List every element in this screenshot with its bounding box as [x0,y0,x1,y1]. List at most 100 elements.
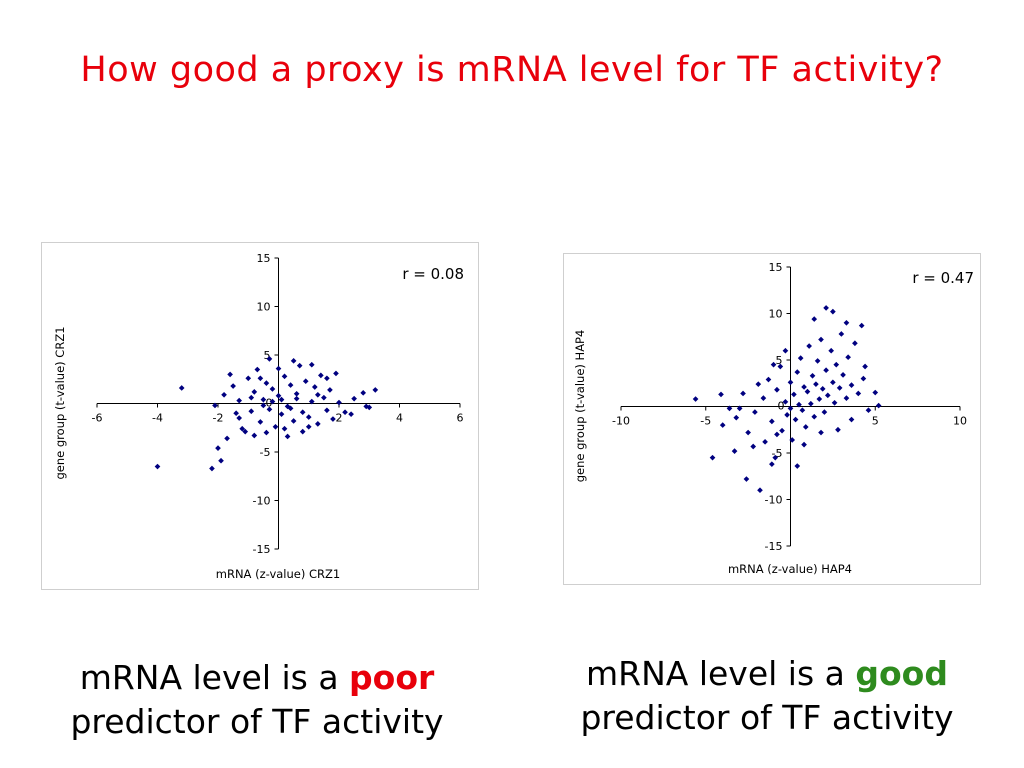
data-point [263,380,270,386]
data-point [843,319,850,326]
data-point [726,405,733,412]
origin-label: 0 [266,397,273,410]
data-point [342,409,348,416]
data-point [787,405,794,412]
data-point [242,428,249,435]
x-tick-label: 10 [953,415,967,428]
data-points [692,305,882,494]
data-point [858,322,865,329]
data-point [308,398,315,405]
data-point [260,402,267,409]
caption-good: mRNA level is a good predictor of TF act… [522,652,1012,740]
caption-good-keyword: good [855,654,948,693]
data-point [789,437,796,443]
x-tick-label: 2 [336,412,343,425]
data-point [740,390,746,397]
data-point [875,402,882,409]
data-point [731,448,738,454]
data-point [284,433,291,440]
data-point [233,410,239,417]
data-point [360,390,367,396]
correlation-annotation: r = 0.08 [402,265,464,283]
data-point [248,394,255,401]
y-tick-label: 5 [776,354,783,367]
data-point [227,371,233,378]
data-point [840,372,846,378]
y-tick-label: -5 [260,446,271,459]
x-axis-title: mRNA (z-value) CRZ1 [216,567,340,581]
data-point [239,425,246,432]
scatter-chart-crz1: -6 -4 -2 2 4 6 15 10 5 -5 -10 -15 0 mRNA (z-value) CR… [53,252,464,581]
data-point [784,412,790,418]
data-point [818,336,824,343]
data-point [269,398,276,405]
data-point [802,424,809,430]
chart-panel-hap4: -10 -5 5 10 15 10 5 -5 -10 -15 0 mRNA (z-value) HAP… [563,253,981,585]
caption-poor-prefix: mRNA level is a [79,658,350,697]
data-point [293,390,300,397]
data-point [275,392,282,399]
data-point [336,399,342,406]
chart-panel-crz1: -6 -4 -2 2 4 6 15 10 5 -5 -10 -15 0 mRNA (z-value) CR… [41,242,479,590]
y-tick-label: -15 [253,543,271,556]
data-point [248,408,255,415]
data-point [321,394,327,401]
data-point [811,413,818,420]
data-point [372,387,379,393]
data-point [281,373,288,380]
data-point [281,425,288,432]
data-point [212,402,218,409]
data-point [862,363,868,370]
data-point [772,454,779,461]
data-point [719,422,726,428]
caption-poor: mRNA level is a poor predictor of TF act… [12,656,502,744]
data-point [779,427,785,434]
data-point [236,397,243,404]
data-point [348,411,354,417]
data-point [806,343,812,349]
data-point [824,392,831,399]
data-point [299,409,306,416]
y-axis-title: gene group (t-value) CRZ1 [53,326,67,479]
y-tick-label: 15 [769,261,783,274]
data-point [757,487,763,494]
data-point [290,418,297,424]
data-point [263,429,270,436]
data-point [278,396,285,403]
data-point [830,379,836,386]
data-point [755,381,762,388]
data-point [275,365,282,372]
data-point [865,407,872,414]
data-point [808,400,814,407]
y-tick-label: -10 [253,495,271,508]
x-tick-label: 6 [457,412,464,425]
data-point [296,362,303,369]
scatter-chart-hap4: -10 -5 5 10 15 10 5 -5 -10 -15 0 mRNA (z-value) HAP… [573,261,974,576]
data-point [287,382,294,388]
caption-poor-suffix: predictor of TF activity [70,702,444,741]
x-tick-label: -6 [92,412,103,425]
x-tick-label: 5 [872,415,879,428]
y-axis-title: gene group (t-value) HAP4 [573,330,587,483]
data-point [831,399,838,406]
data-point [290,357,297,364]
data-point [774,386,780,393]
data-point [293,395,300,402]
data-point [848,382,855,388]
y-tick-label: 5 [264,349,271,362]
data-point [302,378,309,385]
data-point [794,463,801,469]
data-point [314,421,321,427]
data-point [308,361,315,368]
data-point [762,439,768,445]
caption-good-prefix: mRNA level is a [586,654,856,693]
data-point [709,454,716,461]
x-axis-title: mRNA (z-value) HAP4 [728,562,852,576]
data-point [314,391,321,398]
y-tick-label: 10 [769,308,783,321]
data-point [287,405,294,412]
data-point [718,391,724,398]
data-point [838,331,845,337]
data-point [821,409,828,415]
data-point [251,389,258,395]
